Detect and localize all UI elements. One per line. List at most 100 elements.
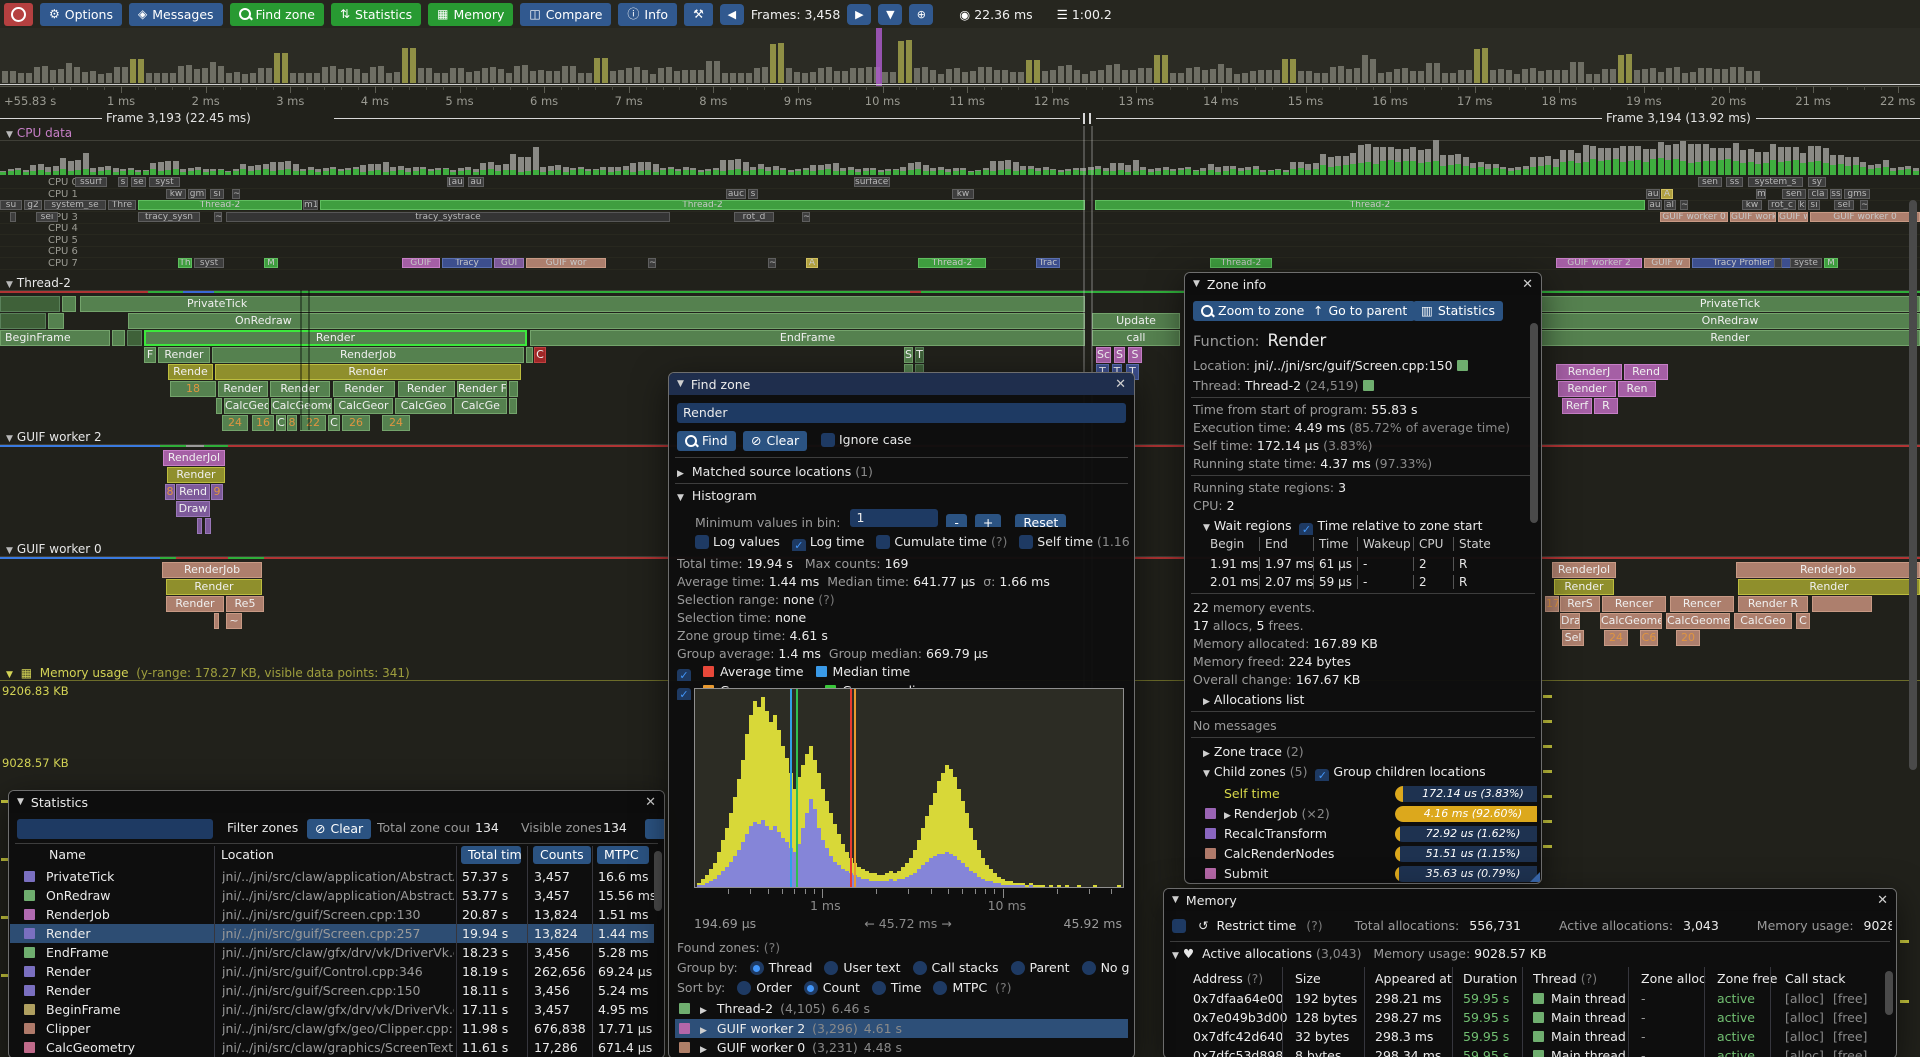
statistics-row[interactable]: Render jni/../jni/src/guif/Screen.cpp:257… — [10, 924, 654, 943]
memory-col-zone-free[interactable]: Zone free — [1717, 971, 1777, 986]
zone-group-row[interactable]: ▶ GUIF worker 0 (3,231) 4.48 s — [675, 1038, 1128, 1057]
zone-block[interactable]: Render — [158, 347, 210, 363]
memory-col-duration[interactable]: Duration — [1463, 971, 1518, 986]
statistics-row[interactable]: CalcGeometry jni/../jni/src/claw/graphics… — [10, 1038, 654, 1057]
cpu-zone-block[interactable]: GUI — [494, 257, 524, 268]
cpu-zone-block[interactable]: s — [748, 188, 758, 199]
zone-block[interactable]: S — [1128, 347, 1142, 363]
cpu-zone-block[interactable]: ~ — [232, 188, 240, 199]
zone-block[interactable] — [1812, 596, 1872, 612]
thread-header[interactable]: ▼ Thread-2 — [0, 276, 1920, 291]
zone-block[interactable]: 18 — [170, 381, 216, 397]
cpu-zone-block[interactable]: Thread-2 — [320, 200, 1085, 210]
zone-block[interactable]: Render — [167, 467, 225, 483]
zone-block[interactable]: Render — [166, 579, 262, 595]
log-time-checkbox[interactable]: ✓ — [791, 539, 806, 551]
close-icon[interactable]: ✕ — [1115, 376, 1126, 392]
zone-block[interactable]: 8 — [165, 484, 175, 500]
allocation-row[interactable]: 0x7e049b3d00 128 bytes 298.27 ms 59.95 s Mai… — [1165, 1008, 1882, 1027]
cpu-zone-block[interactable]: Thread-2 — [1095, 200, 1645, 210]
zone-statistics-button[interactable]: ▥ Statistics — [1413, 301, 1503, 321]
zone-block[interactable]: CalcGeo — [395, 398, 452, 414]
zone-block[interactable]: BeginFrame — [0, 330, 110, 346]
cpu-zone-block[interactable]: Thread-2 — [138, 200, 302, 210]
cpu-zone-block[interactable]: ssurf — [75, 177, 107, 187]
histogram-plot[interactable] — [694, 688, 1124, 888]
thread-color-swatch[interactable] — [1362, 380, 1374, 391]
zone-block[interactable]: 17 — [1545, 596, 1559, 612]
memory-col-call-stack[interactable]: Call stack — [1785, 971, 1846, 986]
memory-col-address[interactable]: Address (?) — [1193, 971, 1264, 986]
close-icon[interactable]: ✕ — [1877, 892, 1888, 908]
cumulate-time-checkbox[interactable] — [876, 535, 891, 549]
clear-button[interactable]: ⊘ Clear — [743, 431, 808, 451]
cpu-zone-block[interactable]: M — [264, 257, 278, 268]
cpu-zone-block[interactable]: Trac — [1036, 257, 1060, 268]
zone-block[interactable]: Ren — [1618, 381, 1656, 397]
cpu-zone-block[interactable]: tracy_systrace — [226, 211, 670, 222]
zone-block[interactable]: Draw — [176, 501, 210, 517]
zone-block[interactable]: T — [915, 347, 924, 363]
filter-input[interactable] — [17, 819, 213, 839]
memory-col-zone-alloc[interactable]: Zone alloc — [1641, 971, 1706, 986]
zone-block[interactable]: RenderJol — [1552, 562, 1616, 578]
cpu-zone-block[interactable]: ~ — [1680, 200, 1688, 210]
collapse-icon[interactable]: ▼ — [6, 434, 13, 444]
zone-block[interactable]: CalcGeomet — [1666, 613, 1730, 629]
zone-block[interactable]: 24 — [222, 415, 248, 431]
cpu-zone-block[interactable]: Thread-2 — [918, 257, 986, 268]
zone-block[interactable]: 20 — [1676, 630, 1700, 646]
cpu-zone-block[interactable]: sen — [1782, 188, 1806, 199]
col-location[interactable]: Location — [221, 847, 274, 862]
zone-block[interactable] — [214, 613, 219, 629]
allocation-row[interactable]: 0x7dfaa64e00 192 bytes 298.21 ms 59.95 s Mai… — [1165, 989, 1882, 1008]
resize-grip[interactable] — [1530, 872, 1540, 882]
cpu-zone-block[interactable]: ss — [1830, 188, 1842, 199]
cpu-zone-block[interactable]: syste — [1790, 257, 1822, 268]
child-zone-row[interactable]: Self time 172.14 us (3.83%) — [1205, 785, 1537, 803]
cpu-row[interactable]: CPU 5 — [0, 235, 1920, 247]
statistics-row[interactable]: RenderJob jni/../jni/src/guif/Screen.cpp:… — [10, 905, 654, 924]
child-zone-row[interactable]: CalcRenderNodes 51.51 us (1.15%) — [1205, 845, 1537, 863]
cpu-zone-block[interactable]: su — [0, 200, 22, 210]
compare-button[interactable]: ◫ Compare — [520, 2, 612, 26]
clear-filter-button[interactable]: ⊘ Clear — [307, 819, 372, 839]
group-by-radio[interactable] — [912, 961, 927, 975]
group-by-radio[interactable] — [1081, 961, 1096, 975]
wait-regions-section[interactable]: ▼ Wait regions ✓ Time relative to zone s… — [1203, 518, 1483, 535]
cpu-zone-block[interactable]: cla — [1808, 188, 1828, 199]
cpu-zone-block[interactable]: GUIF w — [1778, 211, 1808, 222]
memory-scrollbar[interactable] — [1885, 971, 1893, 1015]
zone-block[interactable]: CalcGeome — [271, 398, 332, 414]
group-by-radio[interactable] — [749, 961, 764, 975]
sort-by-radio[interactable] — [933, 981, 948, 995]
expand-icon[interactable]: ▶ — [1224, 811, 1234, 821]
bin-minus-button[interactable]: - — [946, 514, 967, 527]
zone-info-scrollbar[interactable] — [1530, 323, 1538, 523]
zone-block[interactable]: CalcGeor — [334, 398, 393, 414]
statistics-row[interactable]: BeginFrame jni/../jni/src/claw/gfx/drv/vk… — [10, 1000, 654, 1019]
zone-block[interactable]: RenderJol — [163, 450, 225, 466]
matched-source-locations[interactable]: ▶ Matched source locations (1) — [677, 464, 873, 479]
cpu-row[interactable]: CPU 0 ssurf s se syst [au au surfacef sen ss syste… — [0, 177, 1920, 189]
collapse-icon[interactable]: ▼ — [6, 280, 13, 290]
frame-label[interactable]: Frame 3,193 (22.45 ms) — [106, 111, 251, 125]
group-by-radio[interactable] — [824, 961, 839, 975]
go-to-parent-button[interactable]: ↑ Go to parent — [1305, 301, 1416, 321]
find-zone-button[interactable]: Find zone — [229, 2, 324, 26]
zone-block[interactable] — [0, 313, 46, 329]
statistics-titlebar[interactable]: ▼ Statistics ✕ — [9, 791, 664, 813]
zone-block[interactable]: CalcGeome — [1600, 613, 1662, 629]
cpu-zone-block[interactable]: kw — [1742, 200, 1762, 210]
close-icon[interactable]: ✕ — [645, 794, 656, 810]
cpu-zone-block[interactable]: A — [1661, 188, 1673, 199]
zone-block[interactable]: RenderJob — [1736, 562, 1920, 578]
zone-block[interactable] — [197, 518, 202, 534]
zone-block[interactable]: Render F — [457, 381, 507, 397]
zone-block[interactable]: Update — [1092, 313, 1180, 329]
limit-range-button[interactable] — [645, 819, 664, 839]
cpu-zone-block[interactable]: A — [806, 257, 818, 268]
cpu-zone-block[interactable]: m — [1756, 188, 1766, 199]
cpu-zone-block[interactable]: kw — [952, 188, 974, 199]
cpu-zone-block[interactable]: k — [1798, 200, 1806, 210]
